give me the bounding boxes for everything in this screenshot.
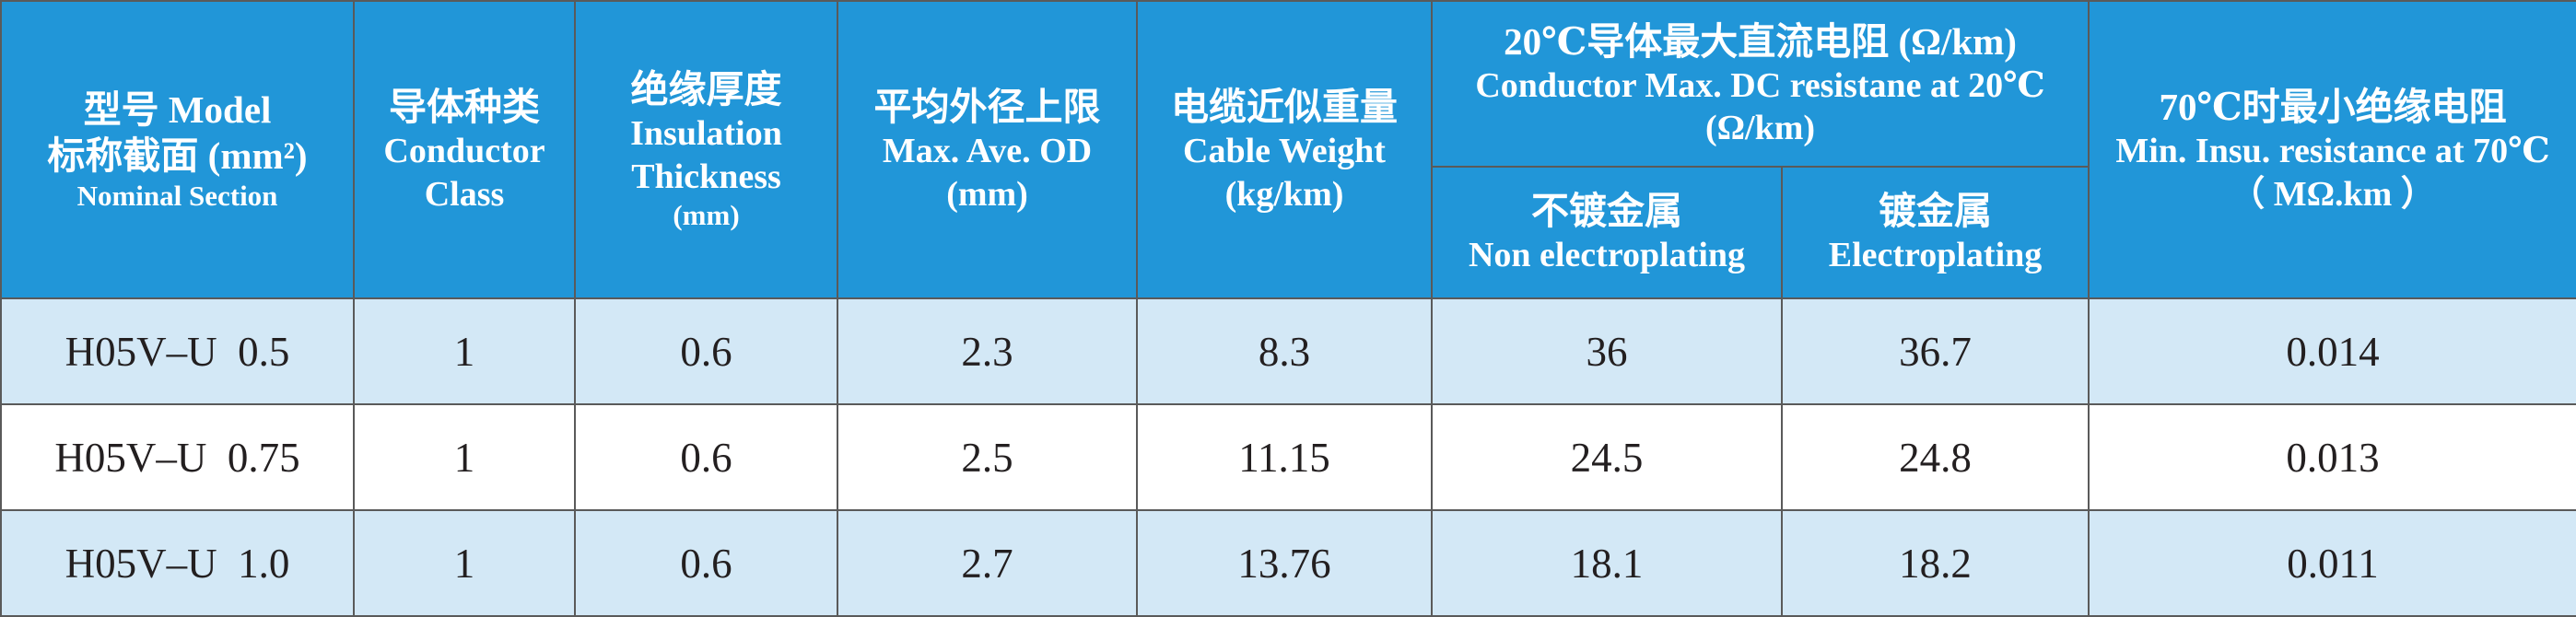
header-weight-unit: (kg/km) bbox=[1224, 174, 1344, 214]
cell-od: 2.5 bbox=[837, 403, 1138, 511]
header-insu-resistance: 70℃时最小绝缘电阻 Min. Insu. resistance at 70℃ … bbox=[2088, 0, 2576, 299]
header-weight: 电缆近似重量 Cable Weight (kg/km) bbox=[1136, 0, 1433, 299]
cell-model: H05V–U 0.5 bbox=[0, 297, 355, 405]
cell-weight: 11.15 bbox=[1136, 403, 1433, 511]
header-resistance: 20℃导体最大直流电阻 (Ω/km) Conductor Max. DC res… bbox=[1430, 0, 2090, 168]
cell-insu-res: 0.013 bbox=[2088, 403, 2576, 511]
header-insu-resistance-en: Min. Insu. resistance at 70℃ bbox=[2115, 132, 2550, 171]
cell-res-non: 24.5 bbox=[1431, 403, 1783, 511]
header-conductor-class: 导体种类 Conductor Class bbox=[353, 0, 576, 299]
header-conductor-class-en2: Class bbox=[424, 174, 505, 214]
header-insulation-zh: 绝缘厚度 bbox=[630, 68, 782, 111]
header-insulation-en1: Insulation bbox=[630, 114, 782, 154]
header-res-non-en: Non electroplating bbox=[1468, 236, 1746, 275]
header-conductor-class-zh: 导体种类 bbox=[389, 86, 540, 129]
header-insulation-en2: Thickness bbox=[631, 157, 781, 196]
header-od-zh: 平均外径上限 bbox=[873, 86, 1101, 129]
cell-res-non: 36 bbox=[1431, 297, 1783, 405]
header-res-electroplating: 镀金属 Electroplating bbox=[1780, 166, 2090, 299]
header-od-unit: (mm) bbox=[946, 174, 1028, 214]
header-insu-resistance-zh: 70℃时最小绝缘电阻 bbox=[2159, 86, 2507, 129]
cell-insulation: 0.6 bbox=[574, 509, 838, 617]
cell-model: H05V–U 0.75 bbox=[0, 403, 355, 511]
header-resistance-unit: (Ω/km) bbox=[1704, 109, 1816, 147]
cell-res-plated: 36.7 bbox=[1780, 297, 2090, 405]
table-header: 型号 Model 标称截面 (mm²) Nominal Section 导体种类… bbox=[0, 0, 2576, 299]
header-res-plated-en: Electroplating bbox=[1828, 236, 2043, 275]
cell-class: 1 bbox=[353, 403, 576, 511]
cell-class: 1 bbox=[353, 509, 576, 617]
cell-insulation: 0.6 bbox=[574, 297, 838, 405]
header-res-non-zh: 不镀金属 bbox=[1531, 190, 1682, 233]
cell-res-plated: 24.8 bbox=[1780, 403, 2090, 511]
header-resistance-zh: 20℃导体最大直流电阻 (Ω/km) bbox=[1504, 19, 2017, 63]
header-model-en: Nominal Section bbox=[76, 179, 278, 212]
cell-od: 2.7 bbox=[837, 509, 1138, 617]
header-model-zh: 型号 Model bbox=[83, 87, 272, 131]
cell-class: 1 bbox=[353, 297, 576, 405]
header-insu-resistance-unit: （ MΩ.km ） bbox=[2230, 174, 2436, 214]
header-resistance-en: Conductor Max. DC resistane at 20℃ bbox=[1475, 65, 2045, 105]
header-conductor-class-en1: Conductor bbox=[383, 132, 545, 171]
table-body: H05V–U 0.5 1 0.6 2.3 8.3 36 36.7 0.014 H… bbox=[0, 297, 2576, 617]
cell-insu-res: 0.014 bbox=[2088, 297, 2576, 405]
header-weight-en: Cable Weight bbox=[1183, 132, 1386, 171]
cell-res-non: 18.1 bbox=[1431, 509, 1783, 617]
table-row: H05V–U 0.5 1 0.6 2.3 8.3 36 36.7 0.014 bbox=[0, 297, 2576, 405]
header-od: 平均外径上限 Max. Ave. OD (mm) bbox=[837, 0, 1138, 299]
cell-weight: 13.76 bbox=[1136, 509, 1433, 617]
header-model: 型号 Model 标称截面 (mm²) Nominal Section bbox=[0, 0, 355, 299]
cell-model: H05V–U 1.0 bbox=[0, 509, 355, 617]
header-res-non-electroplating: 不镀金属 Non electroplating bbox=[1431, 166, 1783, 299]
header-od-en: Max. Ave. OD bbox=[882, 132, 1093, 171]
header-weight-zh: 电缆近似重量 bbox=[1171, 86, 1398, 129]
cell-insulation: 0.6 bbox=[574, 403, 838, 511]
cell-weight: 8.3 bbox=[1136, 297, 1433, 405]
header-res-plated-zh: 镀金属 bbox=[1879, 190, 1992, 233]
cell-res-plated: 18.2 bbox=[1780, 509, 2090, 617]
cell-insu-res: 0.011 bbox=[2088, 509, 2576, 617]
header-model-zh2: 标称截面 (mm²) bbox=[47, 134, 308, 177]
header-insulation-unit: (mm) bbox=[673, 198, 740, 231]
table-row: H05V–U 1.0 1 0.6 2.7 13.76 18.1 18.2 0.0… bbox=[0, 509, 2576, 617]
table-row: H05V–U 0.75 1 0.6 2.5 11.15 24.5 24.8 0.… bbox=[0, 403, 2576, 511]
cell-od: 2.3 bbox=[837, 297, 1138, 405]
header-insulation: 绝缘厚度 Insulation Thickness (mm) bbox=[574, 0, 838, 299]
